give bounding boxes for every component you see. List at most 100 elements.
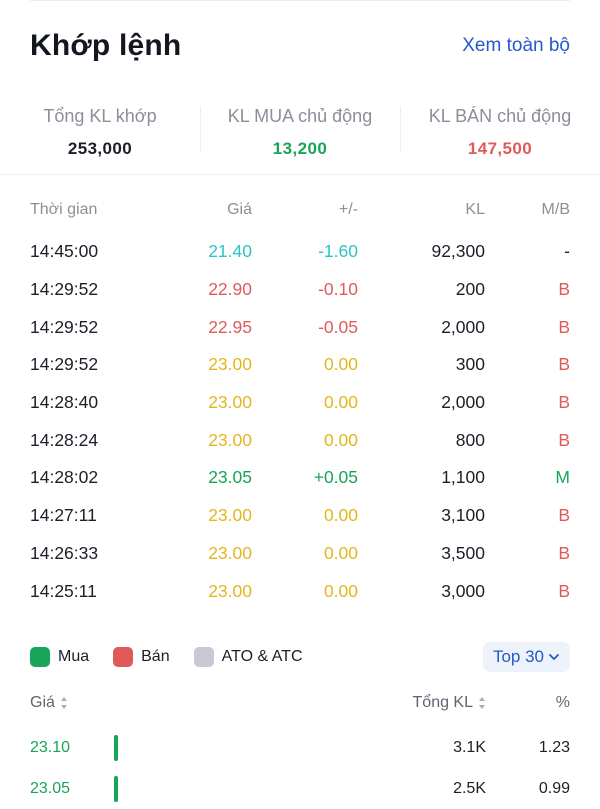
- trade-change: 0.00: [323, 505, 358, 526]
- trade-price: 21.40: [208, 241, 252, 262]
- trade-volume: 3,000: [441, 580, 485, 601]
- legend-ato-label: ATO & ATC: [221, 648, 303, 665]
- trade-price: 23.05: [208, 467, 252, 488]
- legend: Mua Bán ATO & ATC Top 30: [30, 640, 570, 674]
- price-row-bar: [114, 735, 118, 761]
- trade-change: -0.05: [318, 316, 358, 337]
- summary-buy: KL MUA chủ động 13,200: [200, 100, 400, 170]
- trade-side: B: [558, 580, 570, 601]
- price-row-pct: 0.99: [538, 780, 570, 797]
- top-select-dropdown[interactable]: Top 30: [482, 642, 570, 672]
- trade-time: 14:29:52: [30, 279, 99, 300]
- price-row-bar: [114, 776, 118, 802]
- summary-divider: [0, 174, 600, 175]
- price-row-pct: 1.23: [538, 739, 570, 756]
- trade-volume: 92,300: [431, 241, 485, 262]
- trade-side: B: [558, 316, 570, 337]
- trade-time: 14:26:33: [30, 542, 99, 563]
- summary-total-value: 253,000: [67, 139, 133, 158]
- trade-time: 14:28:02: [30, 467, 99, 488]
- table-row: 14:28:40 23.00 0.00 2,000 B: [30, 384, 570, 422]
- trade-side: B: [558, 542, 570, 563]
- legend-sell-label: Bán: [141, 648, 170, 665]
- page-title: Khớp lệnh: [30, 29, 182, 62]
- summary-sell: KL BÁN chủ động 147,500: [400, 100, 600, 170]
- buy-swatch: [30, 647, 50, 667]
- summary-buy-value: 13,200: [272, 139, 328, 158]
- trade-time: 14:28:40: [30, 392, 99, 413]
- summary-bar: Tổng KL khớp 253,000 KL MUA chủ động 13,…: [0, 100, 600, 170]
- price-row: 23.10 3.1K 1.23: [30, 728, 570, 768]
- header-volume: KL: [465, 201, 485, 218]
- table-row: 14:28:24 23.00 0.00 800 B: [30, 421, 570, 459]
- trade-change: 0.00: [323, 392, 358, 413]
- trade-side: -: [564, 241, 570, 262]
- price-row-total: 3.1K: [453, 739, 486, 756]
- table-row: 14:45:00 21.40 -1.60 92,300 -: [30, 233, 570, 271]
- table-row: 14:29:52 22.95 -0.05 2,000 B: [30, 308, 570, 346]
- legend-sell: Bán: [113, 647, 170, 667]
- header: Khớp lệnh Xem toàn bộ: [30, 24, 570, 68]
- trade-time: 14:45:00: [30, 241, 99, 262]
- trade-side: B: [558, 505, 570, 526]
- trade-change: -1.60: [318, 241, 358, 262]
- price-row: 23.05 2.5K 0.99: [30, 769, 570, 809]
- header-change: +/-: [338, 201, 358, 218]
- view-all-link[interactable]: Xem toàn bộ: [462, 35, 570, 56]
- trade-time: 14:29:52: [30, 316, 99, 337]
- price-row-price: 23.10: [30, 739, 71, 756]
- trade-price: 23.00: [208, 580, 252, 601]
- chevron-down-icon: [549, 654, 559, 660]
- trade-volume: 1,100: [441, 467, 485, 488]
- sort-price-header[interactable]: Giá: [30, 694, 170, 712]
- trade-volume: 300: [455, 354, 485, 375]
- trade-side: B: [558, 392, 570, 413]
- sort-icon: [479, 697, 485, 709]
- trade-change: 0.00: [323, 429, 358, 450]
- trade-volume: 3,500: [441, 542, 485, 563]
- trade-change: 0.00: [323, 580, 358, 601]
- trade-volume: 200: [455, 279, 485, 300]
- legend-buy-label: Mua: [58, 648, 90, 665]
- trade-price: 23.00: [208, 429, 252, 450]
- summary-buy-label: KL MUA chủ động: [227, 106, 373, 126]
- trade-volume: 2,000: [441, 392, 485, 413]
- trade-time: 14:27:11: [30, 505, 97, 526]
- trade-volume: 3,100: [441, 505, 485, 526]
- price-header-label: Giá: [30, 694, 55, 711]
- summary-sell-value: 147,500: [467, 139, 533, 158]
- trade-price: 22.90: [208, 279, 252, 300]
- trade-change: 0.00: [323, 542, 358, 563]
- legend-buy: Mua: [30, 647, 89, 667]
- table-row: 14:27:11 23.00 0.00 3,100 B: [30, 497, 570, 535]
- header-price: Giá: [227, 201, 252, 218]
- trade-volume: 800: [455, 429, 485, 450]
- trade-time: 14:29:52: [30, 354, 99, 375]
- sort-total-header[interactable]: Tổng KL: [170, 694, 486, 712]
- price-row-total: 2.5K: [453, 780, 486, 797]
- header-time: Thời gian: [30, 201, 98, 218]
- trade-change: 0.00: [323, 354, 358, 375]
- trade-price: 23.00: [208, 392, 252, 413]
- legend-ato: ATO & ATC: [193, 647, 303, 667]
- price-row-price: 23.05: [30, 780, 71, 797]
- pct-header: %: [555, 694, 570, 711]
- trade-side: B: [558, 429, 570, 450]
- total-header-label: Tổng KL: [412, 694, 473, 711]
- trade-change: +0.05: [313, 467, 358, 488]
- trade-side: B: [558, 354, 570, 375]
- table-row: 14:29:52 23.00 0.00 300 B: [30, 346, 570, 384]
- top-select-label: Top 30: [492, 647, 544, 666]
- trade-change: -0.10: [318, 279, 358, 300]
- trade-table[interactable]: Thời gian Giá +/- KL M/B 14:45:00 21.40 …: [30, 196, 570, 610]
- trade-price: 22.95: [208, 316, 252, 337]
- summary-total: Tổng KL khớp 253,000: [0, 100, 200, 170]
- sort-icon: [60, 697, 67, 709]
- trade-price: 23.00: [208, 542, 252, 563]
- table-row: 14:26:33 23.00 0.00 3,500 B: [30, 535, 570, 573]
- summary-total-label: Tổng KL khớp: [43, 106, 157, 126]
- table-row: 14:29:52 22.90 -0.10 200 B: [30, 271, 570, 309]
- header-side: M/B: [541, 201, 570, 218]
- trade-side: B: [558, 279, 570, 300]
- table-row: 14:28:02 23.05 +0.05 1,100 M: [30, 459, 570, 497]
